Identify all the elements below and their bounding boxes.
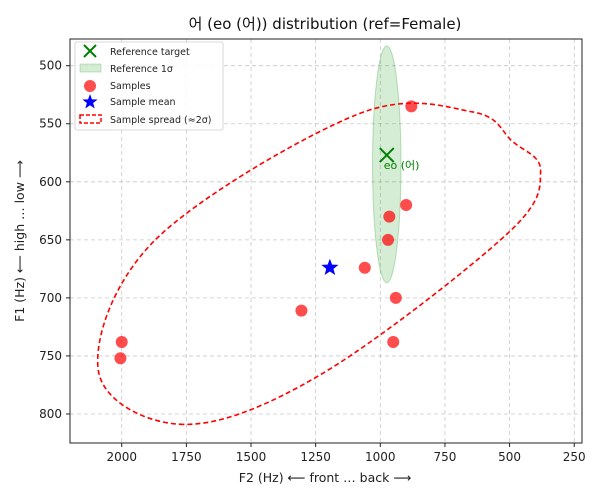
legend-ellipse-label: Reference 1σ xyxy=(110,64,173,75)
sample-mean-marker xyxy=(321,258,339,275)
x-tick-label: 2000 xyxy=(106,450,137,464)
legend-samples-icon xyxy=(84,80,96,92)
legend-box xyxy=(74,41,224,131)
sample-point xyxy=(114,352,127,365)
x-tick-label: 1000 xyxy=(365,450,396,464)
legend-item-reference-ellipse: Reference 1σ xyxy=(79,63,173,75)
x-axis-title: F2 (Hz) ⟵ front … back ⟶ xyxy=(239,470,412,485)
x-axis: 2000 1750 1500 1250 1000 750 500 250 xyxy=(106,443,586,464)
plot-frame xyxy=(69,38,583,444)
legend-mean-label: Sample mean xyxy=(110,97,176,108)
sample-point xyxy=(382,233,395,246)
sample-points xyxy=(114,100,418,365)
legend-item-mean: Sample mean xyxy=(82,94,176,109)
legend-item-samples: Samples xyxy=(84,80,151,92)
sample-point xyxy=(389,291,402,304)
x-tick-label: 750 xyxy=(433,450,456,464)
legend-samples-label: Samples xyxy=(110,81,151,92)
x-tick-label: 1500 xyxy=(236,450,267,464)
y-tick-label: 650 xyxy=(39,233,62,247)
x-tick-label: 1250 xyxy=(300,450,331,464)
legend: Reference target Reference 1σ Samples Sa… xyxy=(74,41,224,131)
reference-target-label: eo (어) xyxy=(384,159,420,172)
legend-ellipse-swatch xyxy=(79,63,102,73)
y-tick-label: 550 xyxy=(39,117,62,131)
legend-item-target: Reference target xyxy=(83,44,190,58)
sample-point xyxy=(295,304,308,317)
sample-point xyxy=(358,261,371,274)
x-tick-label: 500 xyxy=(498,450,521,464)
x-tick-label: 1750 xyxy=(171,450,202,464)
legend-mean-icon xyxy=(82,94,98,109)
sample-point xyxy=(387,336,400,348)
sample-point xyxy=(383,210,396,223)
x-tick-label: 250 xyxy=(563,450,586,464)
legend-target-label: Reference target xyxy=(110,47,190,58)
grid xyxy=(70,39,582,443)
sample-spread-ellipse xyxy=(96,102,542,426)
legend-spread-label: Sample spread (≈2σ) xyxy=(110,115,211,126)
sample-point xyxy=(405,100,418,113)
y-axis: 500 550 600 650 700 750 800 xyxy=(39,59,70,421)
sample-point xyxy=(400,199,413,212)
legend-spread-swatch xyxy=(79,114,102,124)
y-tick-label: 750 xyxy=(39,349,62,363)
legend-item-spread: Sample spread (≈2σ) xyxy=(79,114,211,126)
y-tick-label: 500 xyxy=(39,59,62,73)
target-x-glyph xyxy=(379,147,395,163)
y-tick-label: 700 xyxy=(39,291,62,305)
y-tick-label: 600 xyxy=(39,175,62,189)
legend-target-icon xyxy=(83,44,97,58)
chart-title: 어 (eo (어)) distribution (ref=Female) xyxy=(189,15,462,33)
y-axis-title: F1 (Hz) ⟵ high … low ⟶ xyxy=(12,160,27,322)
y-tick-label: 800 xyxy=(39,407,62,421)
reference-target-marker xyxy=(379,147,395,163)
sample-point xyxy=(115,336,128,348)
